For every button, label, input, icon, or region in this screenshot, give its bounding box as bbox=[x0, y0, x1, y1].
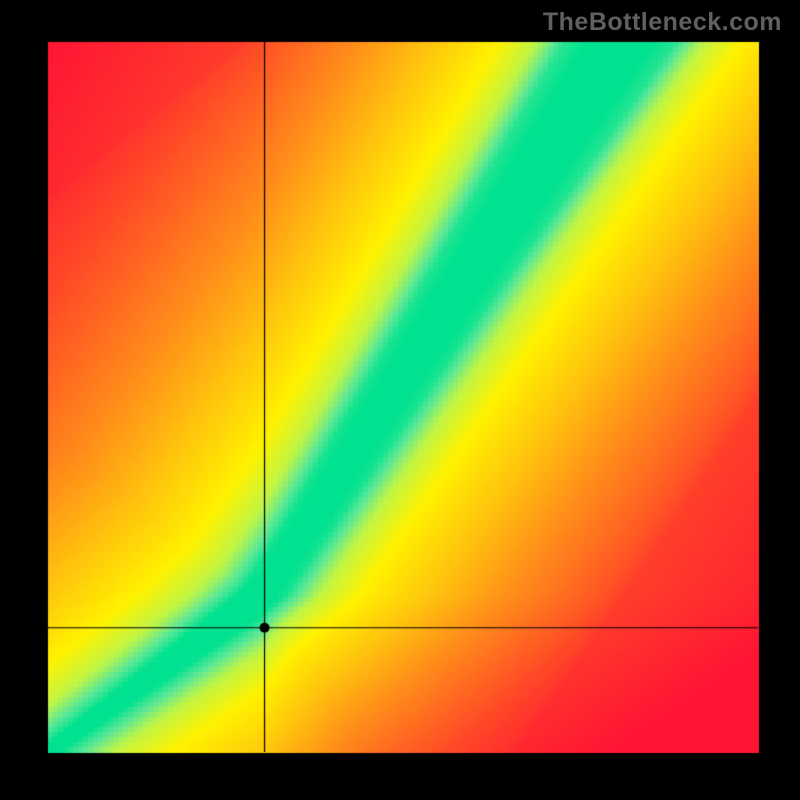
chart-container: TheBottleneck.com bbox=[0, 0, 800, 800]
bottleneck-heatmap bbox=[0, 0, 800, 800]
watermark-text: TheBottleneck.com bbox=[543, 8, 782, 37]
